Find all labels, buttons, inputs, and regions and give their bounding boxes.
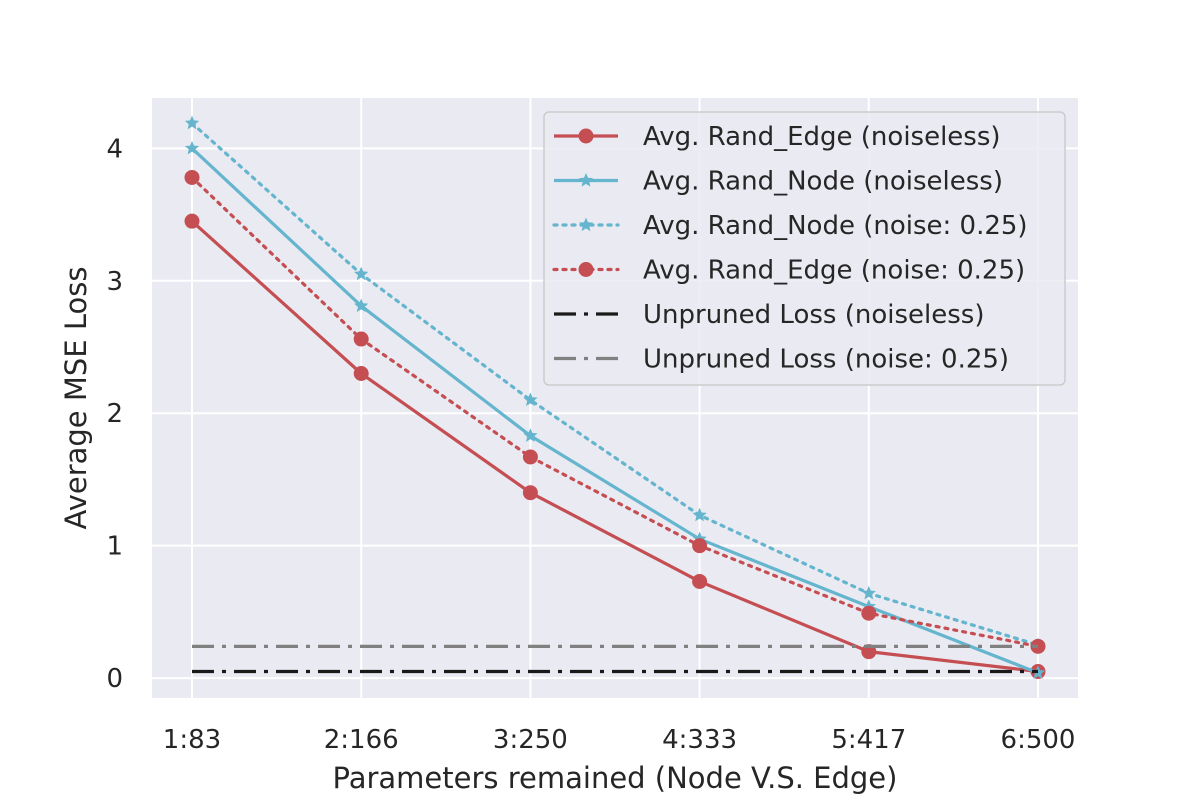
data-point xyxy=(353,365,369,381)
legend-label: Avg. Rand_Node (noiseless) xyxy=(643,167,1003,197)
series-1 xyxy=(184,213,1046,680)
legend-entry: Avg. Rand_Node (noiseless) xyxy=(554,167,1003,197)
data-point xyxy=(861,605,877,621)
data-point xyxy=(184,169,200,185)
x-axis-label: Parameters remained (Node V.S. Edge) xyxy=(333,761,898,795)
y-axis-label: Average MSE Loss xyxy=(59,267,93,530)
y-tick-label: 0 xyxy=(106,664,123,694)
data-point xyxy=(861,585,876,600)
x-tick-label: 4:333 xyxy=(662,725,737,755)
data-point xyxy=(692,507,707,522)
tick-labels: 1:83 2:166 3:250 4:333 5:417 6:500 0 1 2 3 4 xyxy=(106,134,1075,755)
data-point xyxy=(523,428,538,442)
y-tick-label: 1 xyxy=(106,532,123,562)
y-tick-label: 4 xyxy=(106,134,123,164)
data-point xyxy=(523,392,538,407)
series-line xyxy=(190,219,1039,674)
series-line xyxy=(190,147,1039,675)
legend-frame xyxy=(543,111,1066,386)
y-tick-label: 2 xyxy=(106,399,123,429)
x-tick-label: 2:166 xyxy=(324,725,399,755)
legend-entry: Unpruned Loss (noise: 0.25) xyxy=(554,345,1009,375)
x-tick-label: 3:250 xyxy=(493,725,568,755)
x-tick-label: 1:83 xyxy=(163,725,221,755)
legend-entry: Avg. Rand_Edge (noise: 0.25) xyxy=(552,256,1025,286)
x-tick-label: 5:417 xyxy=(831,725,906,755)
legend-label: Avg. Rand_Edge (noiseless) xyxy=(643,122,1001,152)
legend-entry: Avg. Rand_Edge (noiseless) xyxy=(554,122,1001,152)
data-point xyxy=(522,449,538,465)
data-point xyxy=(692,538,708,554)
legend-marker xyxy=(578,173,594,187)
legend-label: Unpruned Loss (noiseless) xyxy=(643,300,984,330)
legend-marker xyxy=(578,217,594,232)
legend-label: Unpruned Loss (noise: 0.25) xyxy=(643,345,1009,375)
series-line xyxy=(190,121,1040,647)
x-tick-label: 6:500 xyxy=(1001,725,1076,755)
data-point xyxy=(354,266,369,281)
data-point xyxy=(184,213,200,229)
legend-label: Avg. Rand_Edge (noise: 0.25) xyxy=(643,256,1025,286)
y-tick-label: 3 xyxy=(106,267,123,297)
data-point xyxy=(353,331,369,347)
legend-marker xyxy=(578,262,594,277)
legend-label: Avg. Rand_Node (noise: 0.25) xyxy=(643,211,1028,241)
legend-entry: Avg. Rand_Node (noise: 0.25) xyxy=(552,211,1028,241)
data-point xyxy=(184,115,200,130)
legend: Avg. Rand_Edge (noiseless) Avg. Rand_Node… xyxy=(543,111,1066,386)
legend-marker xyxy=(578,128,594,144)
data-point xyxy=(522,485,538,501)
series-group xyxy=(184,115,1046,680)
legend-entry: Unpruned Loss (noiseless) xyxy=(554,300,984,330)
data-point xyxy=(692,573,708,589)
data-point xyxy=(354,298,369,313)
data-point xyxy=(184,140,200,155)
